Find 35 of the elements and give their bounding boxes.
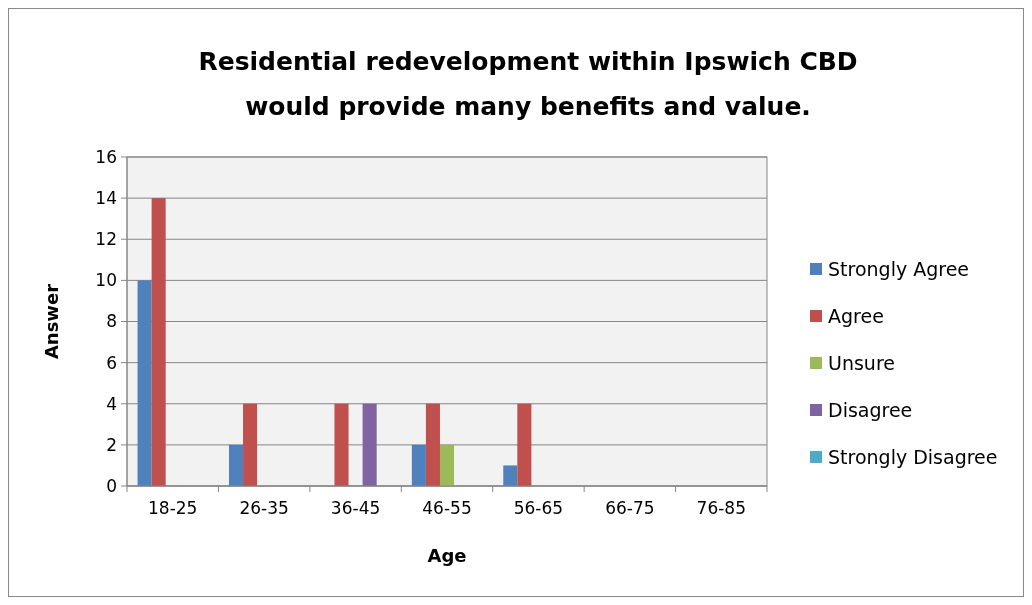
- y-tick-label: 12: [95, 229, 117, 250]
- y-tick-label: 0: [106, 475, 117, 496]
- bar: [425, 403, 440, 486]
- legend-label: Strongly Disagree: [828, 445, 998, 468]
- x-tick-label: 76-85: [696, 498, 746, 518]
- x-axis-title: Age: [427, 545, 467, 566]
- y-tick-label: 14: [95, 188, 117, 209]
- bar: [137, 280, 152, 486]
- bar: [411, 444, 426, 486]
- x-tick-label: 46-55: [422, 498, 472, 518]
- y-tick-label: 6: [106, 352, 117, 373]
- x-tick-label: 56-65: [513, 498, 564, 518]
- x-tick-label: 36-45: [330, 498, 381, 518]
- y-tick-label: 16: [95, 146, 117, 167]
- y-tick-label: 2: [106, 434, 117, 455]
- y-tick-label: 4: [106, 393, 117, 414]
- x-tick-label: 18-25: [148, 498, 198, 518]
- legend-label: Disagree: [828, 398, 913, 421]
- bar: [439, 444, 455, 486]
- x-tick-label: 26-35: [239, 498, 289, 518]
- chart-title: Residential redevelopment within Ipswich CBD would provide many benefits and value.: [198, 47, 858, 121]
- bar: [243, 403, 258, 486]
- x-tick-label: 66-75: [605, 498, 655, 518]
- legend-label: Unsure: [828, 351, 895, 374]
- legend-label: Strongly Agree: [828, 257, 970, 280]
- bar: [517, 403, 532, 486]
- bar: [503, 465, 518, 486]
- y-axis-title: Answer: [41, 283, 62, 360]
- y-tick-label: 10: [95, 270, 117, 291]
- bar: [228, 444, 244, 486]
- bar: [151, 198, 166, 486]
- bar: [334, 403, 349, 486]
- bar: [362, 403, 377, 486]
- legend-label: Agree: [828, 304, 884, 327]
- y-tick-label: 8: [106, 311, 117, 332]
